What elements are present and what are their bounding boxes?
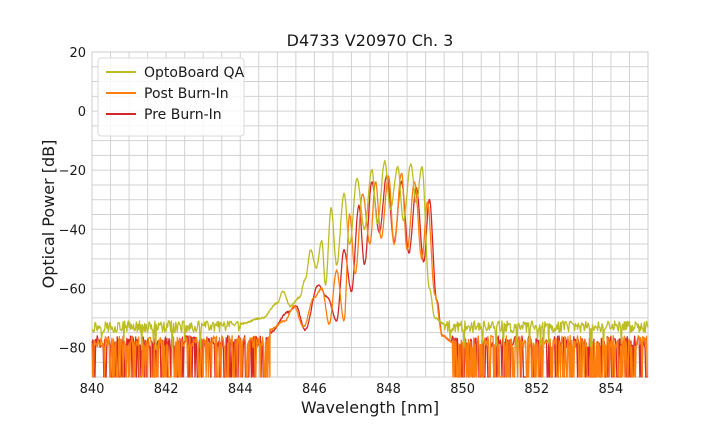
x-tick-label: 840 <box>80 382 105 397</box>
x-tick-label: 854 <box>599 382 624 397</box>
y-axis-label: Optical Power [dB] <box>39 140 58 289</box>
series-line <box>91 174 648 378</box>
x-tick-label: 842 <box>154 382 179 397</box>
legend: OptoBoard QA Post Burn-In Pre Burn-In <box>97 57 245 137</box>
x-tick-label: 850 <box>450 382 475 397</box>
y-tick-label: 0 <box>78 105 86 120</box>
plot-frame <box>91 51 649 378</box>
series-post-burn-in <box>91 172 648 378</box>
y-tick-label: −80 <box>59 341 86 356</box>
y-tick-label: −20 <box>59 164 86 179</box>
y-tick-label: −60 <box>59 282 86 297</box>
x-tick-labels: 840 842 844 846 848 850 852 854 <box>80 382 624 397</box>
y-tick-label: 20 <box>69 46 86 61</box>
x-tick-label: 852 <box>524 382 549 397</box>
series-layer <box>91 159 649 378</box>
legend-label: OptoBoard QA <box>144 65 245 81</box>
x-tick-label: 848 <box>376 382 401 397</box>
legend-box <box>97 57 245 137</box>
y-tick-label: −40 <box>59 223 86 238</box>
x-axis-label: Wavelength [nm] <box>301 398 439 417</box>
legend-label: Post Burn-In <box>144 86 229 102</box>
chart-title: D4733 V20970 Ch. 3 <box>287 31 454 50</box>
x-tick-label: 846 <box>302 382 327 397</box>
y-tick-labels: 20 0 −20 −40 −60 −80 <box>59 46 86 356</box>
x-tick-label: 844 <box>228 382 253 397</box>
series-optoboard-qa <box>91 159 649 351</box>
series-pre-burn-in <box>91 174 648 378</box>
legend-label: Pre Burn-In <box>144 107 222 123</box>
series-line <box>91 172 648 378</box>
series-line <box>91 159 649 351</box>
